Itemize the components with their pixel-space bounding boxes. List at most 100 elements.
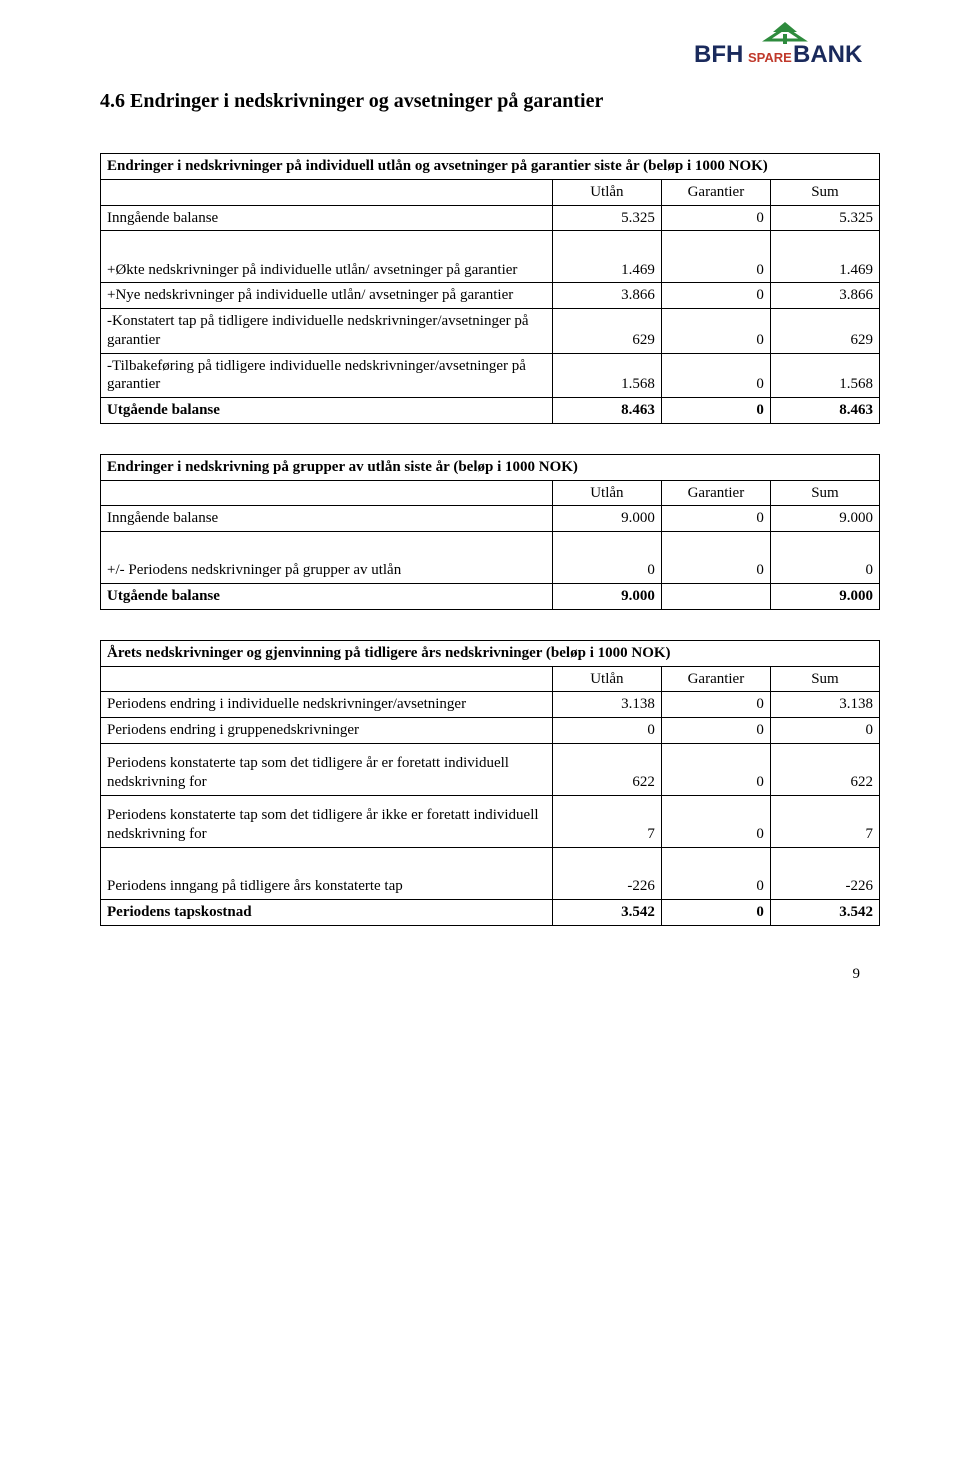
row-label: Periodens tapskostnad [101,899,553,925]
cell: 9.000 [770,506,879,532]
cell: 622 [552,743,661,795]
row-label: Periodens endring i gruppenedskrivninger [101,718,553,744]
table-row: Årets nedskrivninger og gjenvinning på t… [101,640,880,666]
table-row: Inngående balanse 9.000 0 9.000 [101,506,880,532]
cell: 0 [770,532,879,584]
cell: 0 [661,692,770,718]
col-header [101,666,553,692]
col-header: Utlån [552,480,661,506]
table-row: Utlån Garantier Sum [101,179,880,205]
table-title: Årets nedskrivninger og gjenvinning på t… [101,640,880,666]
cell: 0 [552,718,661,744]
table-row: Utlån Garantier Sum [101,666,880,692]
table-title: Endringer i nedskrivning på grupper av u… [101,454,880,480]
col-header: Garantier [661,480,770,506]
cell: 0 [661,231,770,283]
row-label: Inngående balanse [101,205,553,231]
row-label: -Konstatert tap på tidligere individuell… [101,309,553,354]
section-heading: 4.6 Endringer i nedskrivninger og avsetn… [100,90,880,113]
cell: 0 [661,743,770,795]
row-label: +Nye nedskrivninger på individuelle utlå… [101,283,553,309]
row-label: Periodens endring i individuelle nedskri… [101,692,553,718]
col-header: Utlån [552,666,661,692]
cell: 0 [661,205,770,231]
cell: 1.568 [770,353,879,398]
table-2: Endringer i nedskrivning på grupper av u… [100,454,880,610]
col-header [101,179,553,205]
table-row: Endringer i nedskrivning på grupper av u… [101,454,880,480]
cell: 622 [770,743,879,795]
cell: 0 [661,353,770,398]
cell: 0 [661,506,770,532]
cell: 9.000 [552,506,661,532]
row-label: Utgående balanse [101,398,553,424]
row-label: Periodens inngang på tidligere års konst… [101,847,553,899]
table-row: -Konstatert tap på tidligere individuell… [101,309,880,354]
cell: 629 [552,309,661,354]
table-row: Inngående balanse 5.325 0 5.325 [101,205,880,231]
table-row: Utgående balanse 8.463 0 8.463 [101,398,880,424]
cell: -226 [552,847,661,899]
cell [661,584,770,610]
table-row: Periodens tapskostnad 3.542 0 3.542 [101,899,880,925]
cell: 0 [661,532,770,584]
cell: 1.469 [770,231,879,283]
cell: 0 [661,718,770,744]
row-label: Periodens konstaterte tap som det tidlig… [101,795,553,847]
table-row: +Økte nedskrivninger på individuelle utl… [101,231,880,283]
cell: 0 [661,795,770,847]
cell: 3.138 [552,692,661,718]
cell: 0 [661,847,770,899]
table-row: Utgående balanse 9.000 9.000 [101,584,880,610]
cell: 1.568 [552,353,661,398]
table-title: Endringer i nedskrivninger på individuel… [101,154,880,180]
row-label: Inngående balanse [101,506,553,532]
row-label: -Tilbakeføring på tidligere individuelle… [101,353,553,398]
cell: 5.325 [770,205,879,231]
col-header: Sum [770,179,879,205]
page-number: 9 [100,966,880,983]
cell: -226 [770,847,879,899]
row-label: +/- Periodens nedskrivninger på grupper … [101,532,553,584]
col-header [101,480,553,506]
cell: 7 [552,795,661,847]
cell: 0 [661,309,770,354]
table-row: Periodens endring i gruppenedskrivninger… [101,718,880,744]
page-content: 4.6 Endringer i nedskrivninger og avsetn… [0,0,960,1023]
bank-logo: BFH SPARE BANK [690,20,880,73]
logo-text-end: BANK [793,41,863,68]
row-label: Utgående balanse [101,584,553,610]
table-row: Endringer i nedskrivninger på individuel… [101,154,880,180]
cell: 1.469 [552,231,661,283]
table-3: Årets nedskrivninger og gjenvinning på t… [100,640,880,926]
row-label: Periodens konstaterte tap som det tidlig… [101,743,553,795]
cell: 0 [552,532,661,584]
table-row: +/- Periodens nedskrivninger på grupper … [101,532,880,584]
cell: 5.325 [552,205,661,231]
table-row: Periodens inngang på tidligere års konst… [101,847,880,899]
cell: 8.463 [552,398,661,424]
col-header: Garantier [661,179,770,205]
cell: 8.463 [770,398,879,424]
cell: 0 [661,283,770,309]
table-row: Periodens endring i individuelle nedskri… [101,692,880,718]
cell: 7 [770,795,879,847]
cell: 0 [661,398,770,424]
table-row: Periodens konstaterte tap som det tidlig… [101,795,880,847]
col-header: Sum [770,666,879,692]
table-row: -Tilbakeføring på tidligere individuelle… [101,353,880,398]
table-row: +Nye nedskrivninger på individuelle utlå… [101,283,880,309]
cell: 3.866 [770,283,879,309]
cell: 3.542 [770,899,879,925]
cell: 0 [661,899,770,925]
cell: 3.138 [770,692,879,718]
row-label: +Økte nedskrivninger på individuelle utl… [101,231,553,283]
cell: 9.000 [552,584,661,610]
table-row: Periodens konstaterte tap som det tidlig… [101,743,880,795]
logo-text-mid: SPARE [748,50,792,65]
table-row: Utlån Garantier Sum [101,480,880,506]
col-header: Utlån [552,179,661,205]
cell: 3.866 [552,283,661,309]
cell: 9.000 [770,584,879,610]
cell: 3.542 [552,899,661,925]
